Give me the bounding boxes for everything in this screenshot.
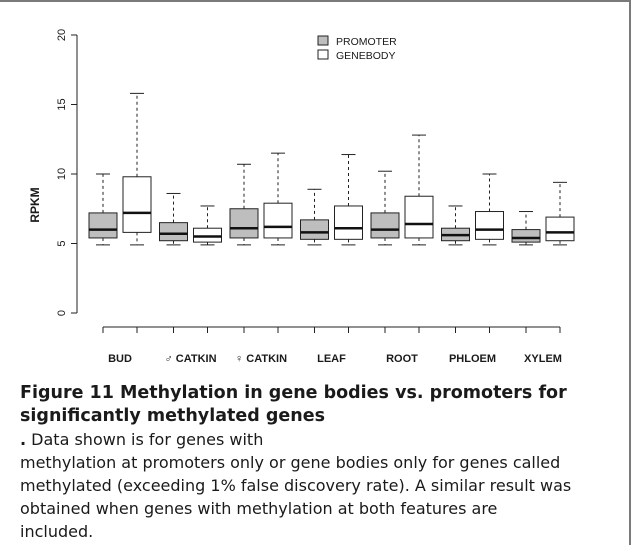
- boxplot-chart: 0 5 10 15 20 PROMOTER GENEBODY BUD ♂ CATKIN ♀ C…: [28, 29, 575, 365]
- caption-text: . Data shown is for genes with: [20, 428, 620, 451]
- caption-figure-label: Figure 11: [20, 383, 114, 403]
- caption-line-1: Data shown is for genes with: [31, 430, 264, 449]
- box-promoter-5: [441, 205, 470, 246]
- caption-title: Methylation in gene bodies vs. promoters…: [20, 383, 567, 426]
- figure-caption: Figure 11 Methylation in gene bodies vs.…: [20, 382, 620, 543]
- box-promoter-0: [88, 173, 118, 246]
- caption-heading: Figure 11 Methylation in gene bodies vs.…: [20, 382, 620, 428]
- x-tick-label-0: BUD: [108, 353, 132, 365]
- legend-label-promoter: PROMOTER: [336, 36, 397, 48]
- x-tick-label-6: XYLEM: [524, 353, 562, 365]
- caption-line-4: obtained when genes with methylation at …: [20, 499, 498, 518]
- box-iqr: [404, 195, 434, 239]
- box-iqr: [159, 222, 188, 242]
- box-genebody-2: [263, 152, 293, 246]
- box-genebody-4: [404, 134, 434, 246]
- box-iqr: [263, 202, 293, 239]
- box-genebody-3: [334, 154, 363, 246]
- box-promoter-3: [300, 188, 329, 246]
- legend-label-genebody: GENEBODY: [336, 50, 396, 62]
- box-iqr: [88, 212, 118, 239]
- box-promoter-6: [511, 211, 541, 246]
- box-promoter-2: [229, 163, 259, 246]
- box-iqr: [475, 211, 504, 240]
- x-tick-label-5: PHLOEM: [449, 353, 496, 365]
- legend-swatch-promoter: [317, 35, 329, 46]
- legend: PROMOTER GENEBODY: [317, 35, 397, 62]
- box-promoter-1: [159, 192, 188, 246]
- box-iqr: [122, 176, 152, 233]
- x-tick-label-3: LEAF: [317, 353, 346, 365]
- box-iqr: [334, 205, 363, 240]
- box-iqr: [193, 227, 222, 243]
- box-iqr: [370, 212, 400, 239]
- x-tick-label-1: ♂ CATKIN: [164, 353, 216, 365]
- y-tick-label-0: 0: [56, 310, 68, 316]
- box-iqr: [300, 219, 329, 240]
- caption-line-3: methylated (exceeding 1% false discovery…: [20, 476, 572, 495]
- caption-line-2: methylation at promoters only or gene bo…: [20, 453, 561, 472]
- y-tick-label-15: 15: [56, 98, 68, 110]
- y-axis-label: RPKM: [28, 187, 42, 222]
- box-genebody-1: [193, 205, 222, 246]
- box-iqr: [229, 208, 259, 239]
- y-tick-label-10: 10: [56, 168, 68, 180]
- y-tick-label-20: 20: [56, 29, 68, 41]
- box-promoter-4: [370, 170, 400, 246]
- frame-top-border: [0, 0, 631, 2]
- y-tick-label-5: 5: [56, 240, 68, 246]
- box-iqr: [545, 216, 575, 242]
- box-group: [88, 92, 575, 246]
- caption-title-end: .: [20, 430, 27, 449]
- x-tick-label-4: ROOT: [386, 353, 418, 365]
- box-genebody-6: [545, 181, 575, 246]
- box-iqr: [511, 229, 541, 243]
- frame-right-border: [629, 0, 631, 545]
- box-genebody-0: [122, 92, 152, 246]
- x-tick-labels: BUD ♂ CATKIN ♀ CATKIN LEAF ROOT PHLOEM XYLEM: [108, 353, 562, 365]
- box-genebody-5: [475, 173, 504, 246]
- x-tick-label-2: ♀ CATKIN: [235, 353, 287, 365]
- legend-swatch-genebody: [317, 49, 329, 60]
- axes: 0 5 10 15 20: [56, 29, 561, 333]
- caption-line-5: included.: [20, 522, 94, 541]
